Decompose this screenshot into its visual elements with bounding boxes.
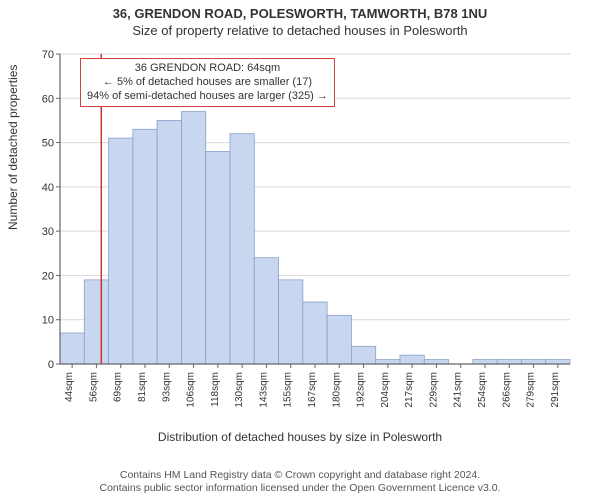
x-tick-label: 217sqm xyxy=(404,372,415,408)
histogram-bar xyxy=(230,134,254,364)
histogram-bar xyxy=(521,360,545,364)
histogram-bar xyxy=(60,333,84,364)
x-tick-label: 106sqm xyxy=(186,372,197,408)
marker-annotation-box: 36 GRENDON ROAD: 64sqm ← 5% of detached … xyxy=(80,58,335,107)
footer-line2: Contains public sector information licen… xyxy=(0,482,600,496)
x-tick-label: 69sqm xyxy=(113,372,124,402)
x-tick-label: 254sqm xyxy=(477,372,488,408)
x-tick-label: 192sqm xyxy=(356,372,367,408)
histogram-bar xyxy=(181,112,205,364)
x-tick-label: 56sqm xyxy=(88,372,99,402)
chart-subtitle: Size of property relative to detached ho… xyxy=(0,23,600,38)
x-tick-label: 155sqm xyxy=(283,372,294,408)
svg-text:20: 20 xyxy=(42,270,54,282)
x-tick-label: 279sqm xyxy=(526,372,537,408)
chart-title-address: 36, GRENDON ROAD, POLESWORTH, TAMWORTH, … xyxy=(0,6,600,21)
x-tick-label: 143sqm xyxy=(258,372,269,408)
x-tick-label: 204sqm xyxy=(380,372,391,408)
x-tick-label: 44sqm xyxy=(64,372,75,402)
x-tick-label: 180sqm xyxy=(331,372,342,408)
histogram-bar xyxy=(109,138,133,364)
svg-text:10: 10 xyxy=(42,315,54,327)
svg-text:60: 60 xyxy=(42,93,54,105)
x-axis-label: Distribution of detached houses by size … xyxy=(0,430,600,444)
histogram-bar xyxy=(473,360,497,364)
histogram-bar xyxy=(376,360,400,364)
svg-text:50: 50 xyxy=(42,138,54,150)
x-tick-label: 291sqm xyxy=(550,372,561,408)
histogram-bar xyxy=(424,360,448,364)
x-tick-label: 130sqm xyxy=(234,372,245,408)
x-tick-label: 93sqm xyxy=(161,372,172,402)
histogram-bar xyxy=(206,151,230,364)
histogram-bar xyxy=(254,258,278,364)
svg-text:30: 30 xyxy=(42,226,54,238)
chart-title-block: 36, GRENDON ROAD, POLESWORTH, TAMWORTH, … xyxy=(0,0,600,38)
annotation-line-larger: 94% of semi-detached houses are larger (… xyxy=(87,90,328,104)
annotation-line-smaller: ← 5% of detached houses are smaller (17) xyxy=(87,76,328,90)
histogram-bar xyxy=(400,355,424,364)
footer-line1: Contains HM Land Registry data © Crown c… xyxy=(0,469,600,483)
x-tick-label: 81sqm xyxy=(137,372,148,402)
histogram-bar xyxy=(497,360,521,364)
svg-text:70: 70 xyxy=(42,49,54,61)
x-tick-label: 266sqm xyxy=(501,372,512,408)
svg-text:0: 0 xyxy=(48,359,54,371)
footer-attribution: Contains HM Land Registry data © Crown c… xyxy=(0,469,600,496)
histogram-bar xyxy=(279,280,303,364)
histogram-bar xyxy=(351,346,375,364)
x-tick-label: 241sqm xyxy=(453,372,464,408)
y-axis-label: Number of detached properties xyxy=(6,65,20,230)
x-tick-label: 167sqm xyxy=(307,372,318,408)
annotation-line-address: 36 GRENDON ROAD: 64sqm xyxy=(87,62,328,76)
x-tick-label: 229sqm xyxy=(428,372,439,408)
histogram-bar xyxy=(303,302,327,364)
svg-text:40: 40 xyxy=(42,182,54,194)
histogram-bar xyxy=(546,360,570,364)
histogram-bar xyxy=(327,315,351,364)
histogram-bar xyxy=(84,280,108,364)
histogram-bar xyxy=(133,129,157,364)
histogram-bar xyxy=(157,120,181,364)
x-tick-label: 118sqm xyxy=(210,372,221,407)
